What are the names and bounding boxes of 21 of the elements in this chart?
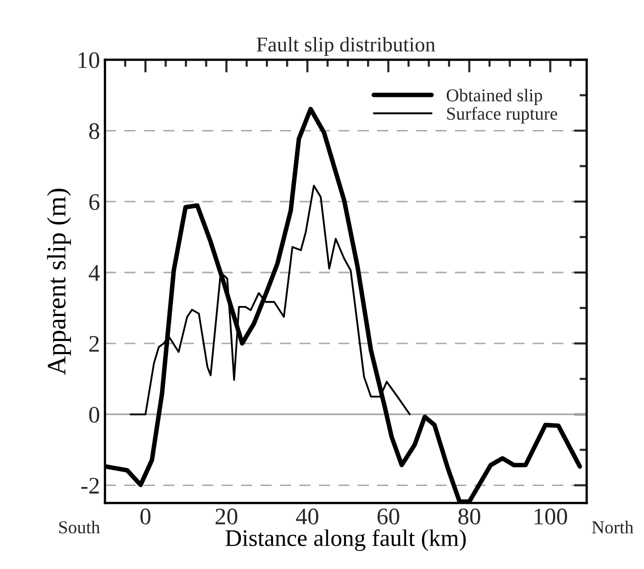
x-tick-label: 40: [296, 508, 318, 524]
y-tick-label: 0: [89, 406, 100, 423]
text: South: [59, 520, 100, 534]
line-series: [130, 184, 411, 416]
chart-title: Fault slip distribution: [256, 36, 436, 56]
y-tick-label: 4: [88, 265, 100, 281]
x-axis-title: Distance along fault (km): [226, 529, 466, 551]
x-tick-label: 20: [216, 508, 238, 524]
x-tick-label: 0: [140, 508, 150, 524]
x-tick-label: 80: [458, 508, 480, 524]
text: North: [592, 520, 634, 534]
y-tick-label: 10: [78, 52, 100, 68]
y-tick-label: 6: [89, 194, 100, 210]
x-tick-label: 100: [534, 508, 568, 524]
legend-label: Obtained slip: [446, 88, 542, 106]
y-tick-label: 8: [89, 123, 100, 140]
y-axis-title: Apparent slip (m): [47, 188, 71, 375]
legend-label: Surface rupture: [447, 106, 558, 124]
x-tick-label: 60: [378, 508, 400, 524]
y-tick-label: 2: [89, 336, 99, 352]
y-tick-label: -2: [81, 478, 99, 494]
